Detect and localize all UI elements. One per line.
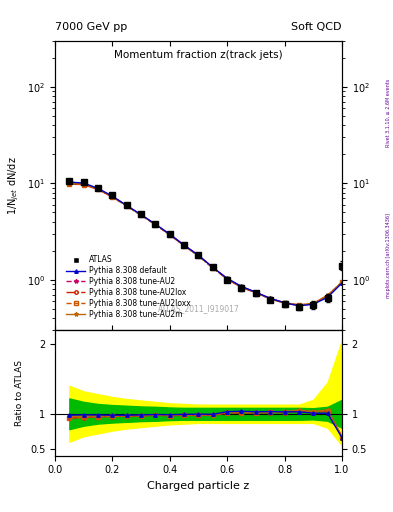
X-axis label: Charged particle z: Charged particle z [147, 481, 250, 491]
Text: Rivet 3.1.10, ≥ 2.6M events: Rivet 3.1.10, ≥ 2.6M events [386, 78, 391, 147]
Y-axis label: 1/N$_{jet}$ dN/dz: 1/N$_{jet}$ dN/dz [7, 156, 21, 215]
Y-axis label: Ratio to ATLAS: Ratio to ATLAS [15, 360, 24, 426]
Legend: ATLAS, Pythia 8.308 default, Pythia 8.308 tune-AU2, Pythia 8.308 tune-AU2lox, Py: ATLAS, Pythia 8.308 default, Pythia 8.30… [64, 254, 192, 321]
Text: 7000 GeV pp: 7000 GeV pp [55, 23, 127, 32]
Text: Momentum fraction z(track jets): Momentum fraction z(track jets) [114, 50, 283, 59]
Text: Soft QCD: Soft QCD [292, 23, 342, 32]
Text: mcplots.cern.ch [arXiv:1306.3436]: mcplots.cern.ch [arXiv:1306.3436] [386, 214, 391, 298]
Text: ATLAS_2011_I919017: ATLAS_2011_I919017 [158, 304, 239, 313]
